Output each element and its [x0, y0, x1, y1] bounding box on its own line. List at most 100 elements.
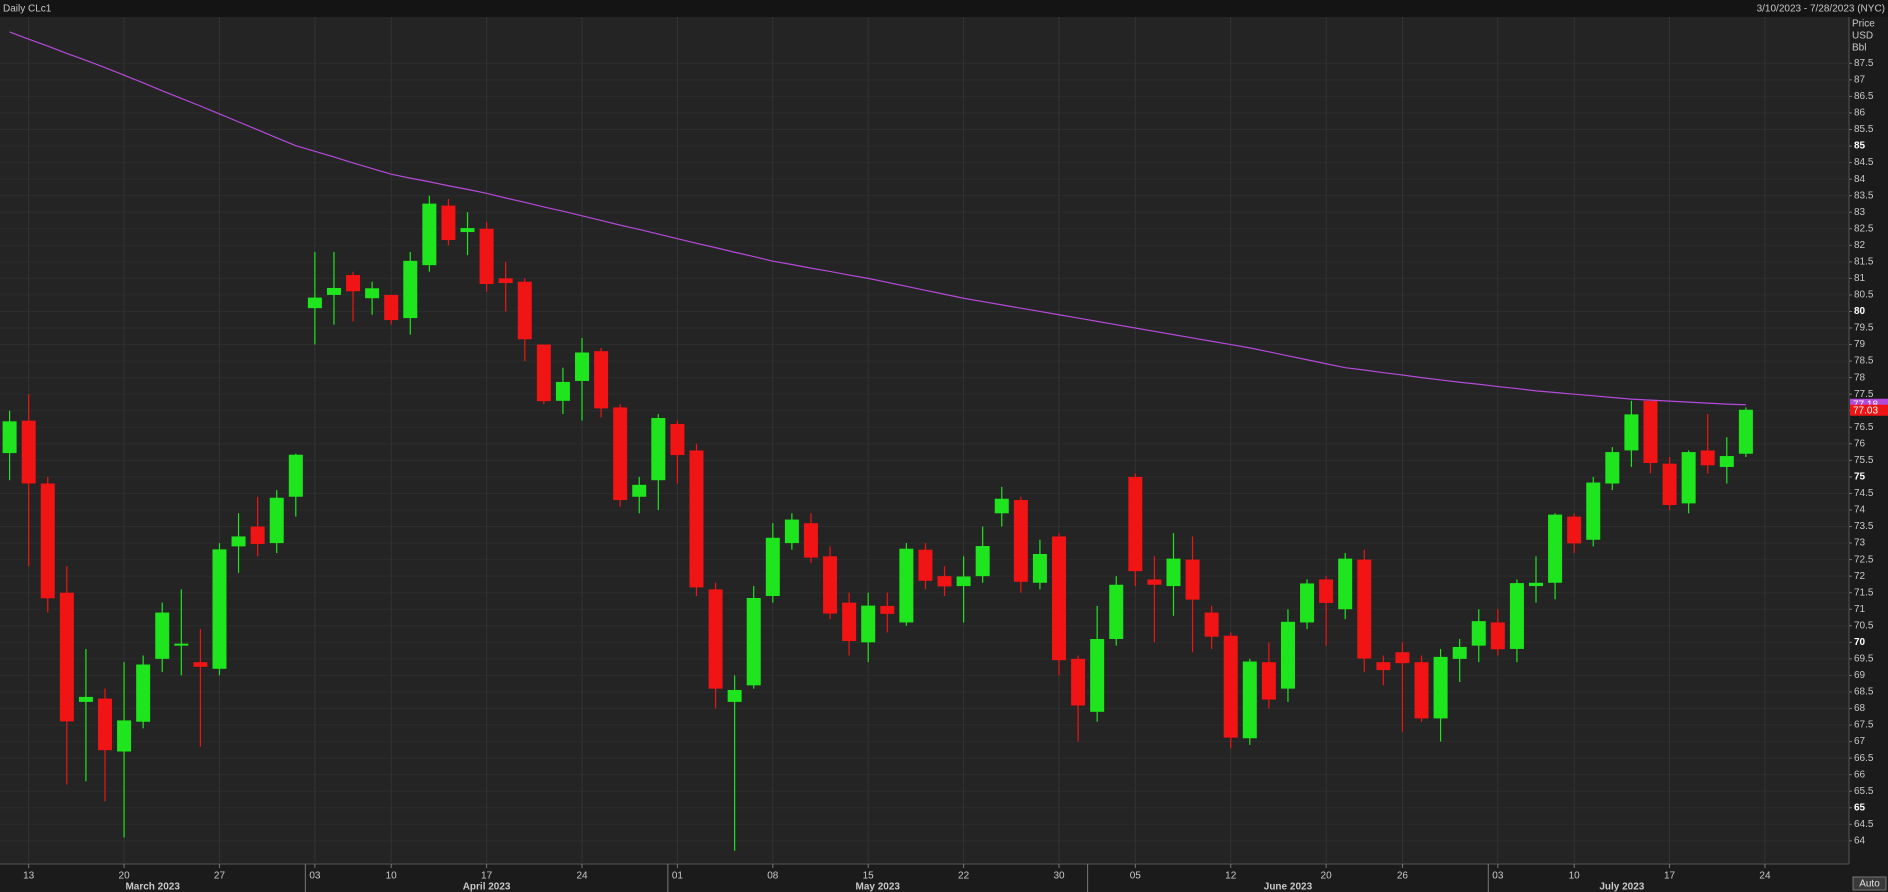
y-tick-label: 65: [1854, 802, 1866, 813]
auto-button-label[interactable]: Auto: [1859, 879, 1880, 890]
x-tick-label: 12: [1225, 871, 1237, 882]
candle-body: [613, 407, 628, 501]
candle-body: [1490, 622, 1505, 650]
y-tick-label: 73.5: [1854, 521, 1874, 532]
candle-body: [403, 260, 418, 319]
y-tick-label: 87: [1854, 75, 1866, 86]
y-tick-label: 68: [1854, 703, 1866, 714]
x-tick-label: 08: [767, 871, 779, 882]
candle-body: [422, 203, 437, 266]
candle-body: [765, 537, 780, 597]
candle-body: [651, 418, 666, 481]
y-tick-label: 83.5: [1854, 190, 1874, 201]
y-tick-label: 86: [1854, 108, 1866, 119]
candle-body: [708, 589, 723, 689]
month-label: June 2023: [1264, 882, 1313, 892]
candle-body: [498, 278, 513, 284]
candle-body: [441, 205, 456, 240]
candle-body: [1433, 656, 1448, 719]
candle-body: [1166, 558, 1181, 587]
y-tick-label: 84.5: [1854, 157, 1874, 168]
candle-body: [1395, 652, 1410, 664]
y-tick-label: 73: [1854, 538, 1866, 549]
candle-body: [1529, 582, 1543, 587]
y-tick-label: 82: [1854, 240, 1866, 251]
x-tick-label: 03: [309, 871, 321, 882]
y-tick-label: 71.5: [1854, 587, 1874, 598]
x-tick-label: 24: [576, 871, 588, 882]
candle-body: [1300, 583, 1315, 623]
candle-body: [136, 664, 151, 722]
auto-button[interactable]: [1852, 876, 1887, 891]
candle-body: [784, 519, 799, 544]
y-tick-label: 69: [1854, 670, 1866, 681]
month-label: April 2023: [463, 882, 511, 892]
candle-body: [632, 484, 647, 497]
candle-body: [1223, 635, 1238, 738]
candle-body: [1681, 452, 1696, 504]
candle-body: [1013, 500, 1028, 582]
candle-body: [575, 352, 589, 381]
candle-body: [174, 643, 189, 646]
x-tick-label: 17: [481, 871, 493, 882]
candle-body: [1357, 559, 1372, 659]
candle-body: [1109, 584, 1124, 640]
candle-body: [1719, 456, 1734, 467]
candle-body: [98, 698, 112, 751]
candle-body: [1414, 662, 1429, 719]
x-tick-label: 10: [386, 871, 398, 882]
y-tick-label: 81: [1854, 273, 1866, 284]
y-tick-label: 64.5: [1854, 819, 1874, 830]
y-axis-title: USD: [1852, 31, 1873, 42]
y-tick-label: 78.5: [1854, 356, 1874, 367]
y-tick-label: 72.5: [1854, 554, 1874, 565]
candle-body: [1624, 414, 1639, 451]
candle-body: [21, 420, 36, 484]
candle-body: [2, 421, 17, 454]
x-tick-label: 17: [1664, 871, 1676, 882]
candle-body: [1261, 662, 1276, 700]
x-tick-label: 15: [863, 871, 875, 882]
candle-body: [536, 344, 551, 402]
y-tick-label: 83: [1854, 207, 1866, 218]
month-label: March 2023: [125, 882, 180, 892]
y-tick-label: 66.5: [1854, 753, 1874, 764]
x-tick-label: 20: [1321, 871, 1333, 882]
y-tick-label: 74: [1854, 505, 1866, 516]
candle-body: [956, 576, 971, 587]
y-tick-label: 75.5: [1854, 455, 1874, 466]
candle-body: [1128, 476, 1143, 572]
candles: [2, 31, 1753, 851]
y-tick-label: 76: [1854, 438, 1866, 449]
y-tick-label: 76.5: [1854, 422, 1874, 433]
y-tick-label: 84: [1854, 174, 1866, 185]
candle-body: [117, 720, 132, 752]
y-tick-label: 65.5: [1854, 786, 1874, 797]
candle-body: [78, 696, 93, 702]
candle-body: [155, 612, 170, 659]
candle-body: [460, 228, 475, 233]
header-bar: [0, 0, 1888, 17]
candle-body: [937, 576, 952, 587]
x-tick-label: 10: [1569, 871, 1581, 882]
y-tick-label: 72: [1854, 571, 1866, 582]
ma-value-box: [1850, 398, 1888, 410]
candle-body: [1319, 579, 1334, 603]
y-tick-label: 77.5: [1854, 389, 1874, 400]
candle-body: [823, 556, 838, 614]
candle-body: [1605, 452, 1620, 484]
y-axis-title: Price: [1852, 19, 1875, 30]
candle-body: [1052, 536, 1066, 661]
y-tick-label: 75: [1854, 472, 1866, 483]
candle-body: [1643, 400, 1658, 463]
candle-body: [326, 287, 341, 295]
x-tick-label: 13: [23, 871, 35, 882]
candle-body: [1452, 646, 1467, 659]
candle-body: [1376, 662, 1391, 671]
month-label: May 2023: [855, 882, 900, 892]
candle-body: [670, 423, 685, 456]
x-tick-label: 24: [1759, 871, 1771, 882]
candle-body: [307, 297, 322, 309]
